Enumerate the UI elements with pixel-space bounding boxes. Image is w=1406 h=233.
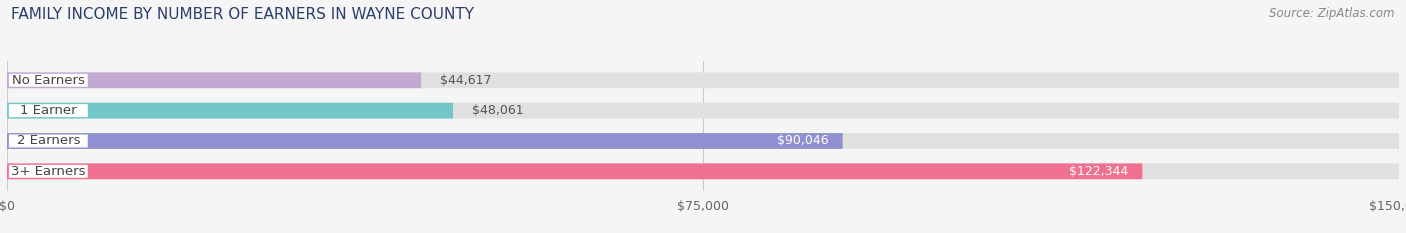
FancyBboxPatch shape [8,104,87,117]
Text: 2 Earners: 2 Earners [17,134,80,147]
Text: $48,061: $48,061 [471,104,523,117]
FancyBboxPatch shape [7,163,1399,179]
Text: No Earners: No Earners [11,74,84,87]
Text: $122,344: $122,344 [1069,165,1129,178]
FancyBboxPatch shape [8,165,87,178]
FancyBboxPatch shape [8,74,87,87]
Text: Source: ZipAtlas.com: Source: ZipAtlas.com [1270,7,1395,20]
Text: $44,617: $44,617 [440,74,491,87]
FancyBboxPatch shape [7,72,420,88]
FancyBboxPatch shape [8,134,87,147]
FancyBboxPatch shape [7,133,1399,149]
Text: FAMILY INCOME BY NUMBER OF EARNERS IN WAYNE COUNTY: FAMILY INCOME BY NUMBER OF EARNERS IN WA… [11,7,474,22]
FancyBboxPatch shape [7,72,1399,88]
FancyBboxPatch shape [7,163,1142,179]
Text: $90,046: $90,046 [778,134,828,147]
Text: 3+ Earners: 3+ Earners [11,165,86,178]
FancyBboxPatch shape [7,103,1399,119]
FancyBboxPatch shape [7,133,842,149]
Text: 1 Earner: 1 Earner [20,104,77,117]
FancyBboxPatch shape [7,103,453,119]
